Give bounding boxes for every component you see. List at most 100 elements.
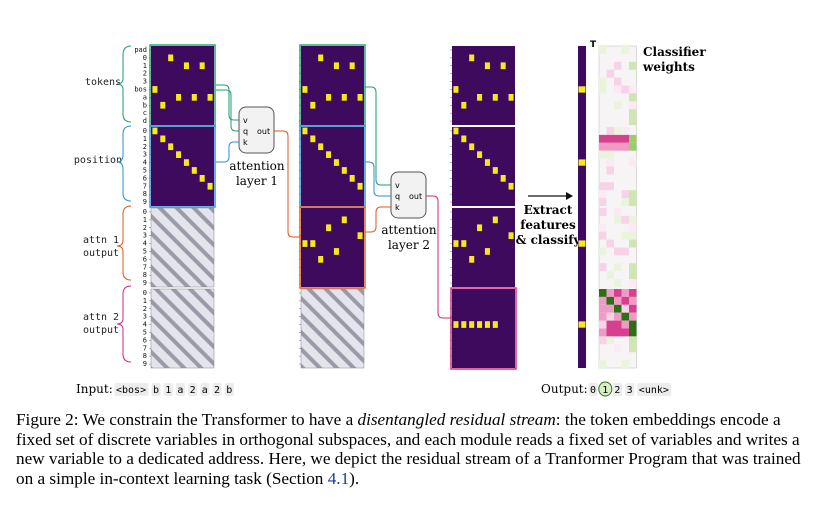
classifier-cell [599,46,607,54]
row-label: 9 [143,360,147,368]
attn2-port-k: k [395,203,400,212]
classifier-cell [599,360,607,368]
residual-matrix-stage-2 [299,44,366,369]
classifier-cell [599,190,607,199]
row-label: 3 [143,78,147,86]
attn2-port-v: v [395,181,400,190]
active-cell [318,143,324,151]
classifier-cell [621,312,629,321]
classifier-cell [621,127,629,135]
classifier-title-a: Classifier [643,45,706,59]
input-tokens: <bos> b 1 a 2 a 2 b [114,383,234,396]
input-token: 2 [214,385,220,396]
attn2-label-a: attention [381,223,437,237]
input-token-chip [212,383,222,396]
classifier-cell [629,328,637,337]
classifier-cell [606,289,614,297]
connector-attn1-to-k2 [365,206,391,233]
classifier-cell [614,85,622,94]
classifier-cell [614,312,622,321]
active-cell [199,175,205,182]
active-cell [168,54,174,62]
caption-section-link[interactable]: 4.1 [327,468,350,488]
classifier-cell [629,134,637,143]
attn2-port-q: q [395,192,400,201]
feature-active-cell [578,321,586,328]
active-cell [477,321,483,328]
input-token-chip [188,383,198,396]
input-token: 1 [165,385,171,396]
connector-position-to-k1 [216,141,239,163]
active-cell [318,256,324,263]
classifier-cell [621,190,629,199]
output-label: Output: [541,382,588,396]
feature-active-cell [578,86,586,93]
classifier-cell [629,271,637,280]
active-cell [484,321,490,328]
group-outline [149,125,216,208]
matrix-block-empty [150,288,215,369]
classifier-cell [621,360,629,368]
classifier-cell [614,289,622,297]
classifier-cell [599,142,607,151]
classifier-cell [621,328,629,337]
active-cell [508,182,514,190]
output-class-chip [625,383,635,396]
active-cell [469,54,475,62]
classifier-cell [614,142,622,151]
active-cell [191,167,197,174]
brace-position [116,125,132,202]
connector-tokens-to-v1 [216,84,239,121]
matrix-block-empty [150,207,215,288]
group-label-attn2-b: output [83,325,119,336]
classifier-cell [621,215,629,224]
classifier-cell [629,85,637,94]
classifier-cell [606,336,614,345]
output-class-chip [637,383,672,396]
classifier-cell [606,158,614,167]
active-cell [341,216,347,224]
group-outline [299,206,366,289]
row-label: 5 [143,167,147,175]
classifier-cell [599,289,607,297]
active-cell [152,127,158,135]
classifier-cell [621,289,629,297]
active-cell [500,62,506,70]
matrix-block [452,289,515,368]
classifier-cell [599,198,607,206]
input-token-chip [175,383,186,396]
row-label: 6 [143,336,147,344]
active-cell [477,94,483,101]
row-label: 0 [143,54,147,62]
feature-active-cell [578,159,586,166]
active-cell [461,101,467,109]
active-cell [461,321,467,328]
row-label: 7 [143,263,147,271]
classifier-cell [614,134,622,143]
output-class-chip [612,383,623,396]
classifier-cell [629,304,637,313]
row-label: 5 [143,248,147,256]
classifier-cell [599,304,607,313]
active-cell [492,94,498,101]
classifier-cell [614,61,622,70]
connectors-layer-1 [216,84,301,238]
active-cell [453,127,459,135]
row-label: 0 [143,127,147,135]
input-token-chip [163,383,173,396]
active-cell [318,54,324,62]
classifier-cell [614,296,622,305]
classifier-cell [621,198,629,206]
active-cell [484,159,490,166]
classifier-cell [621,231,629,240]
classifier-cell [606,328,614,337]
attention-layer-2-box [390,171,427,219]
output-class: 0 [590,385,596,396]
extract-features: Extract features & classify [516,192,581,247]
row-label: a [143,93,147,101]
input-token: a [202,385,208,396]
attn2-port-out: out [409,192,422,201]
active-cell [453,321,459,328]
group-label-attn1-a: attn 1 [83,235,119,246]
classifier-cell [629,296,637,305]
